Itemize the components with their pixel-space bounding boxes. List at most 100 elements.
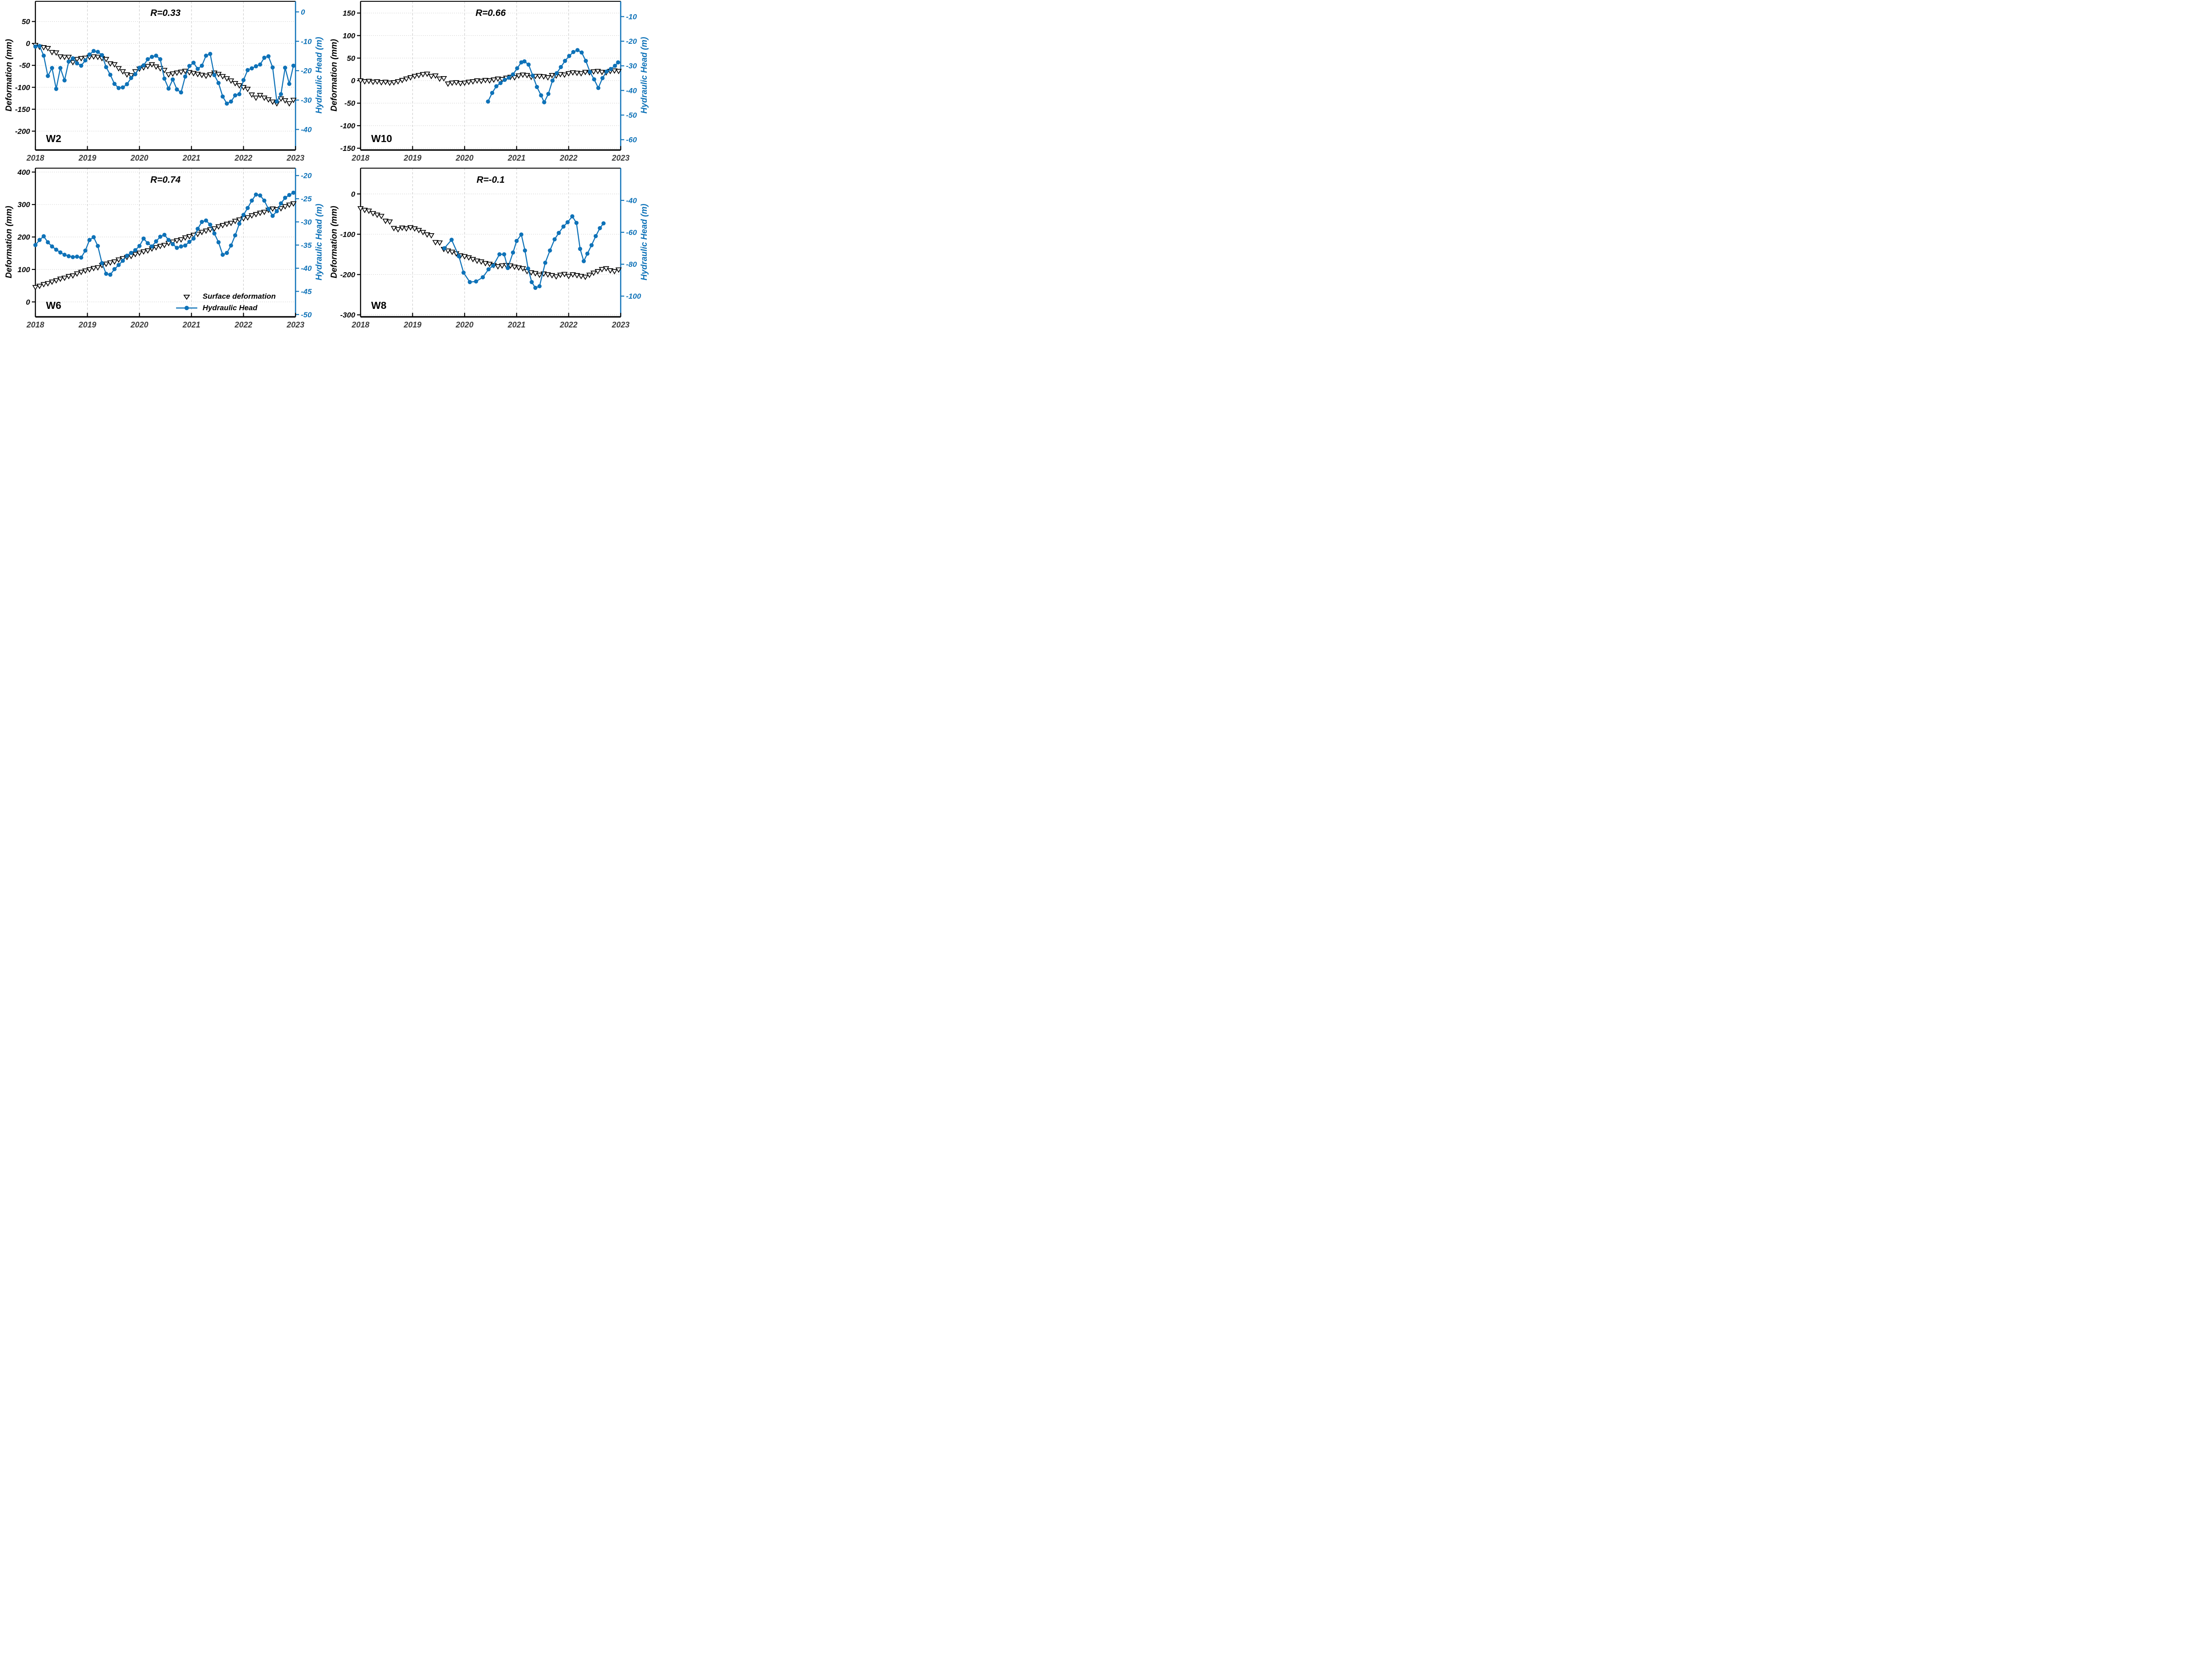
- hydraulic-head-point: [220, 94, 225, 99]
- line-dot-marker-icon: [176, 305, 197, 310]
- hydraulic-head-point: [563, 58, 567, 63]
- panel-w6: 400 300 200 100 0 -20 -25 -30 -35 -40 -45 -50 2018 20…: [0, 167, 325, 334]
- hydraulic-head-point: [233, 233, 238, 237]
- hydraulic-head-line: [35, 45, 294, 104]
- surface-deformation-point: [528, 270, 534, 276]
- left-tick-label: 300: [18, 200, 31, 209]
- hydraulic-head-point: [133, 248, 138, 252]
- x-tick-label: 2020: [455, 320, 473, 329]
- surface-deformation-point: [269, 206, 276, 212]
- hydraulic-head-point: [208, 222, 212, 227]
- surface-deformation-point: [474, 78, 480, 84]
- surface-deformation-point: [86, 267, 93, 273]
- surface-deformation-point: [524, 73, 530, 79]
- hydraulic-head-point: [530, 280, 534, 284]
- surface-deformation-point: [261, 209, 268, 215]
- x-tick-label: 2022: [234, 154, 252, 162]
- left-tick-label: 0: [351, 77, 356, 85]
- surface-deformation-point: [449, 249, 456, 255]
- surface-deformation-point: [103, 57, 109, 62]
- left-tick-label: -200: [340, 270, 356, 279]
- hydraulic-head-point: [283, 65, 288, 70]
- surface-deformation-point: [582, 274, 589, 280]
- hydraulic-head-point: [270, 213, 275, 218]
- hydraulic-head-point: [515, 239, 519, 243]
- surface-deformation-point: [90, 266, 97, 271]
- x-tick-label: 2021: [507, 320, 526, 329]
- right-tick-label: -60: [626, 136, 637, 144]
- surface-deformation-point: [32, 285, 39, 290]
- surface-deformation-point: [95, 54, 101, 60]
- surface-deformation-point: [374, 79, 380, 85]
- surface-deformation-point: [53, 50, 60, 56]
- surface-deformation-point: [82, 268, 88, 274]
- surface-deformation-point: [499, 263, 505, 269]
- surface-deformation-point: [611, 68, 618, 74]
- hydraulic-head-point: [83, 248, 88, 253]
- hydraulic-head-point: [589, 243, 594, 247]
- hydraulic-head-point: [237, 221, 242, 226]
- hydraulic-head-point: [196, 226, 200, 231]
- surface-deformation-point: [549, 73, 555, 79]
- surface-deformation-point: [382, 80, 389, 85]
- surface-deformation-point: [574, 70, 580, 76]
- surface-deformation-point: [549, 273, 555, 278]
- surface-deformation-point: [228, 78, 234, 84]
- surface-deformation-point: [486, 78, 493, 84]
- right-tick-label: -20: [626, 37, 637, 46]
- left-tick-label: 100: [343, 31, 356, 40]
- surface-deformation-point: [491, 77, 497, 83]
- hydraulic-head-point: [62, 78, 67, 83]
- hydraulic-head-point: [287, 192, 292, 197]
- hydraulic-head-point: [468, 280, 472, 284]
- surface-deformation-point: [395, 79, 401, 85]
- hydraulic-head-point: [291, 190, 296, 195]
- surface-deformation-point: [244, 87, 251, 92]
- hydraulic-head-point: [253, 192, 258, 196]
- hydraulic-head-point: [497, 252, 502, 256]
- surface-deformation-point: [140, 249, 147, 255]
- hydraulic-head-point: [604, 69, 609, 74]
- right-tick-label: -40: [626, 86, 637, 95]
- surface-deformation-point: [395, 227, 401, 232]
- hydraulic-head-point: [42, 234, 46, 239]
- surface-deformation-point: [169, 71, 176, 77]
- surface-deformation-point: [611, 269, 618, 274]
- hydraulic-head-point: [175, 87, 179, 92]
- surface-deformation-point: [586, 272, 593, 278]
- hydraulic-head-point: [166, 238, 171, 242]
- hydraulic-head-point: [584, 58, 588, 63]
- surface-deformation-point: [249, 92, 255, 98]
- surface-deformation-point: [203, 228, 209, 234]
- hydraulic-head-point: [533, 285, 538, 290]
- surface-deformation-point: [157, 243, 164, 249]
- left-tick-label: -150: [340, 144, 356, 153]
- hydraulic-head-point: [449, 237, 454, 242]
- hydraulic-head-point: [100, 53, 104, 58]
- surface-deformation-point: [365, 79, 372, 85]
- surface-deformation-point: [411, 226, 418, 232]
- surface-deformation-point: [545, 272, 551, 277]
- x-tick-label: 2023: [611, 320, 630, 329]
- hydraulic-head-point: [112, 81, 117, 86]
- right-tick-label: -40: [301, 264, 312, 273]
- surface-deformation-point: [378, 213, 385, 219]
- left-tick-label: 50: [22, 18, 30, 26]
- left-tick-label: 200: [17, 233, 31, 241]
- surface-deformation-point: [123, 72, 131, 78]
- surface-deformation-point: [578, 71, 584, 77]
- hydraulic-head-point: [548, 248, 552, 253]
- surface-deformation-point: [607, 268, 614, 273]
- hydraulic-head-point: [491, 263, 495, 268]
- hydraulic-head-point: [96, 243, 100, 248]
- left-tick-label: -100: [340, 230, 356, 239]
- x-tick-label: 2022: [234, 320, 252, 329]
- surface-deformation-point: [69, 60, 76, 65]
- surface-deformation-point: [540, 74, 547, 80]
- hydraulic-head-point: [58, 66, 63, 70]
- hydraulic-head-point: [54, 87, 58, 91]
- hydraulic-head-point: [33, 243, 38, 247]
- surface-deformation-point: [436, 240, 443, 246]
- surface-deformation-point: [207, 72, 214, 78]
- hydraulic-head-point: [150, 54, 154, 59]
